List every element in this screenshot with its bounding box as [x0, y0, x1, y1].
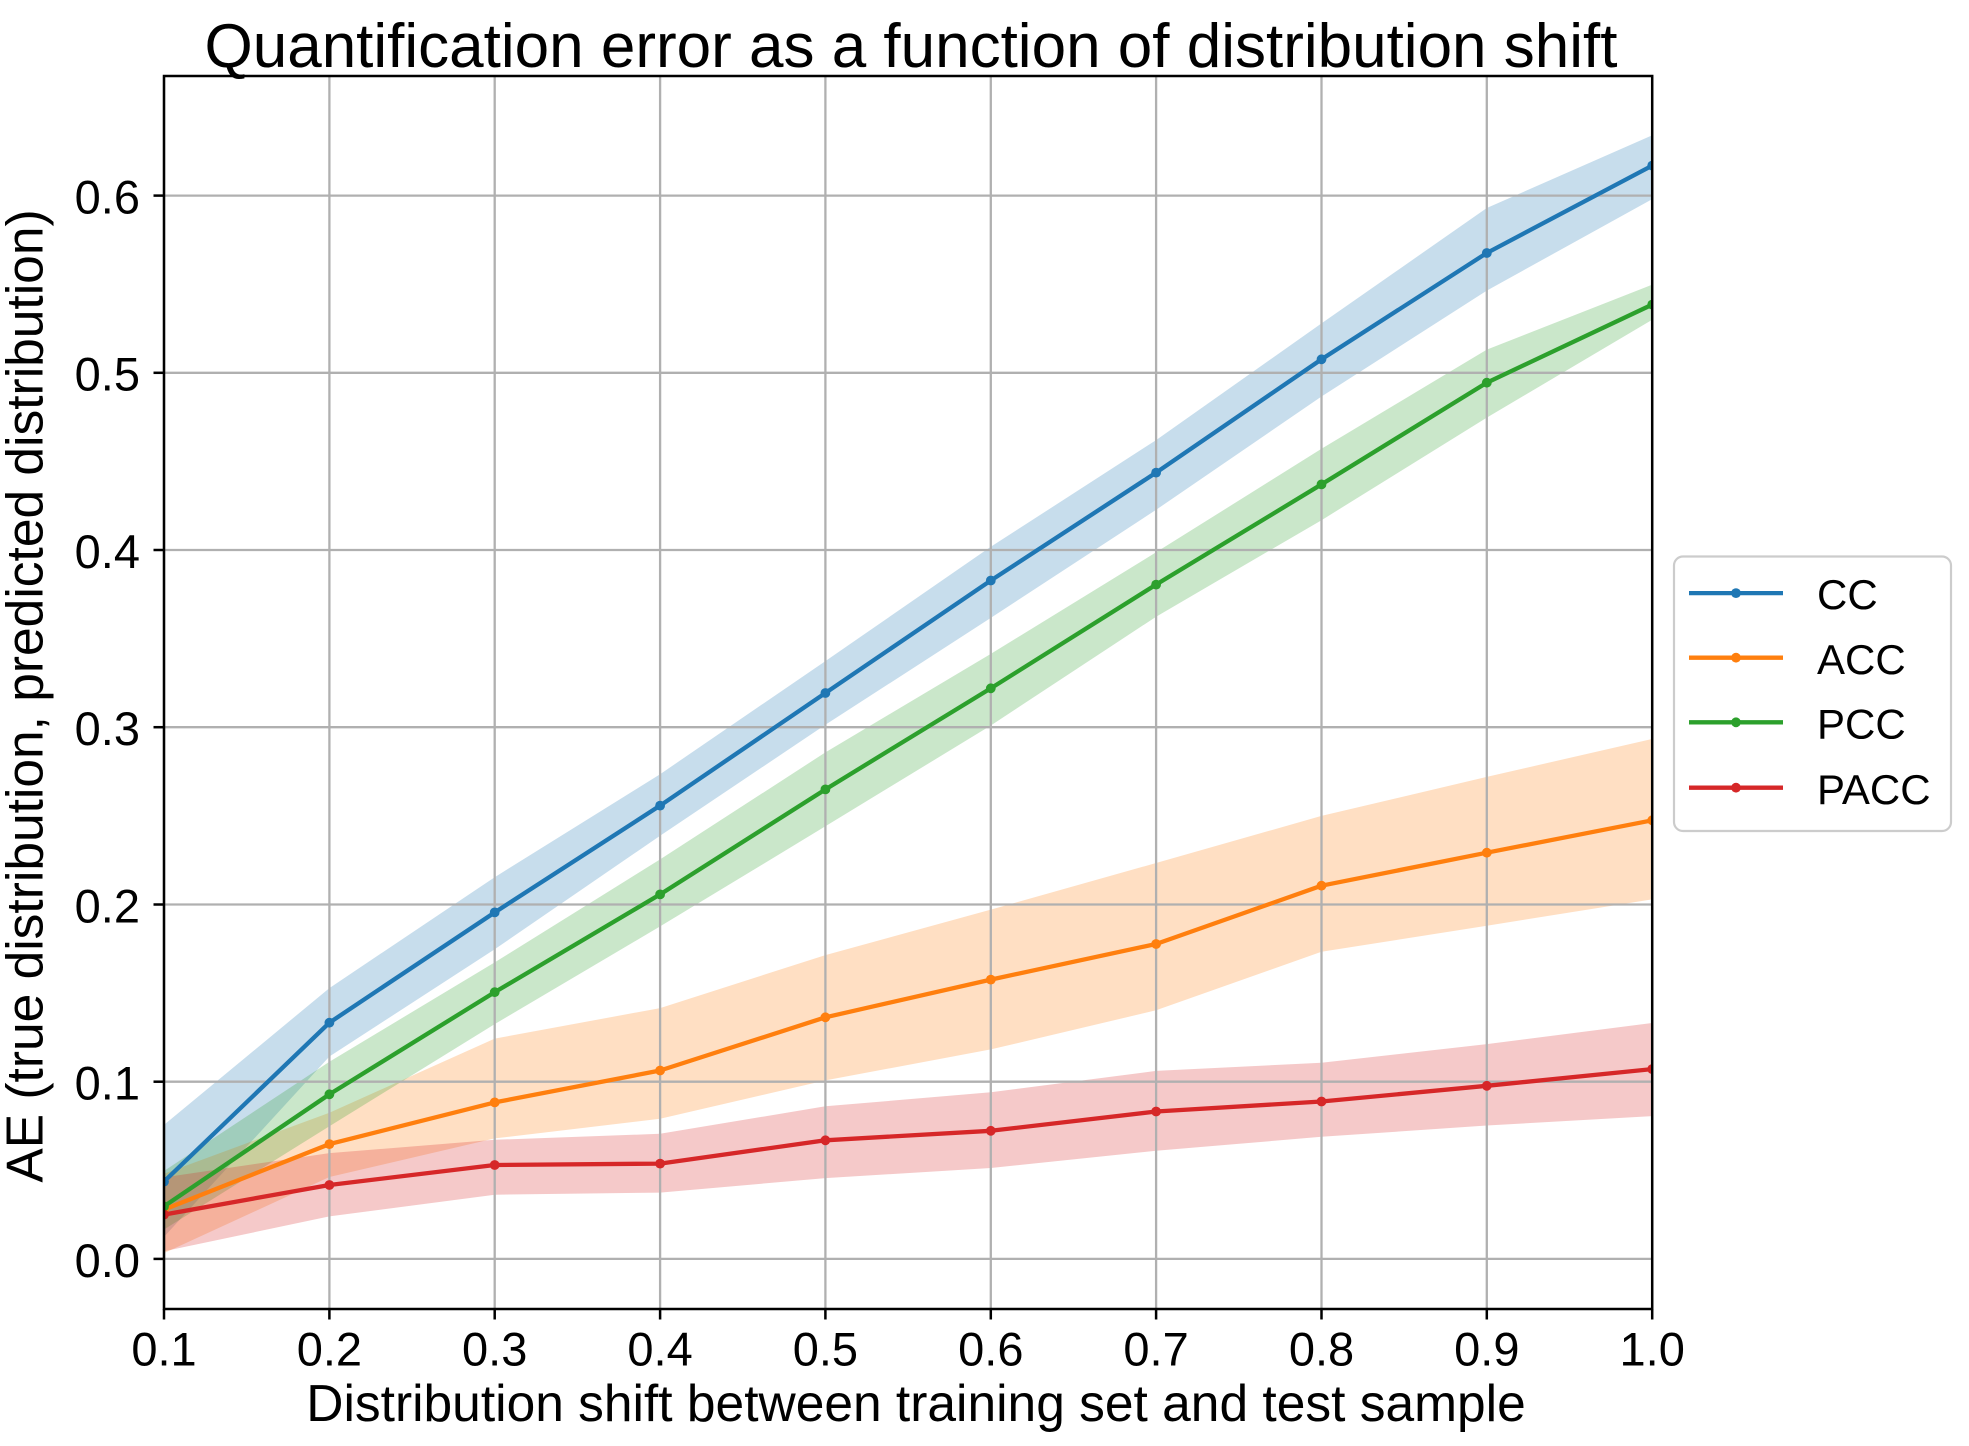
- svg-text:0.6: 0.6: [75, 171, 140, 224]
- svg-text:0.6: 0.6: [958, 1323, 1023, 1376]
- svg-text:0.2: 0.2: [297, 1323, 362, 1376]
- svg-text:0.5: 0.5: [75, 348, 140, 401]
- svg-text:0.2: 0.2: [75, 879, 140, 932]
- svg-text:1.0: 1.0: [1620, 1323, 1685, 1376]
- svg-text:Quantification error as a func: Quantification error as a function of di…: [205, 12, 1618, 81]
- svg-text:0.5: 0.5: [793, 1323, 858, 1376]
- svg-text:CC: CC: [1817, 571, 1878, 618]
- svg-text:0.3: 0.3: [75, 702, 140, 755]
- svg-text:0.3: 0.3: [462, 1323, 527, 1376]
- svg-text:PACC: PACC: [1817, 766, 1931, 813]
- svg-text:0.7: 0.7: [1123, 1323, 1188, 1376]
- svg-text:PCC: PCC: [1817, 700, 1906, 747]
- svg-text:Distribution shift between tra: Distribution shift between training set …: [306, 1374, 1525, 1432]
- svg-text:0.1: 0.1: [131, 1323, 196, 1376]
- svg-text:0.9: 0.9: [1454, 1323, 1519, 1376]
- svg-text:0.4: 0.4: [75, 525, 140, 578]
- svg-text:0.8: 0.8: [1289, 1323, 1354, 1376]
- svg-text:0.0: 0.0: [75, 1234, 140, 1287]
- svg-text:0.1: 0.1: [75, 1057, 140, 1110]
- svg-text:0.4: 0.4: [627, 1323, 692, 1376]
- svg-text:ACC: ACC: [1817, 636, 1906, 683]
- svg-text:AE (true distribution, predict: AE (true distribution, predicted distrib…: [0, 209, 54, 1182]
